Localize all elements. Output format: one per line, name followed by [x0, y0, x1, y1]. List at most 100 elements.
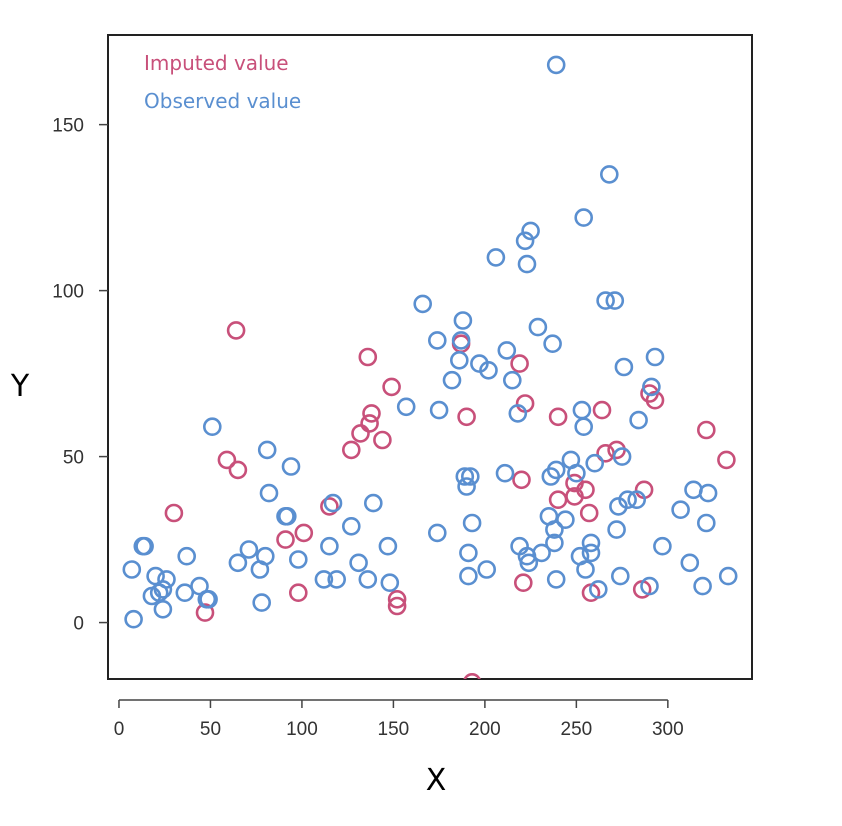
imputed-point: [276, 530, 295, 549]
observed-point: [508, 404, 528, 423]
y-axis-title: Y: [10, 369, 30, 404]
observed-point: [574, 208, 594, 227]
observed-point: [614, 357, 634, 377]
imputed-point: [294, 523, 314, 543]
observed-point: [528, 317, 548, 337]
imputed-point: [510, 354, 529, 373]
observed-point: [698, 483, 718, 503]
x-tick-label: 0: [114, 719, 125, 740]
observed-point: [288, 550, 308, 569]
observed-point: [519, 553, 539, 573]
points-layer: [122, 55, 738, 679]
x-tick-label: 250: [561, 719, 593, 740]
observed-point: [486, 248, 506, 267]
observed-point: [612, 447, 632, 466]
observed-point: [556, 510, 575, 530]
imputed-point: [463, 673, 481, 679]
observed-point: [545, 520, 564, 539]
x-axis-title: X: [426, 763, 447, 798]
imputed-point: [717, 450, 736, 470]
observed-point: [153, 599, 173, 619]
observed-point: [122, 560, 142, 579]
observed-point: [640, 576, 659, 596]
observed-point: [349, 553, 368, 573]
imputed-point: [579, 503, 599, 523]
observed-point: [581, 533, 601, 553]
x-tick-label: 50: [200, 719, 221, 740]
x-tick-label: 150: [378, 719, 410, 740]
observed-point: [653, 536, 672, 556]
imputed-point: [362, 404, 381, 423]
y-tick-label: 150: [52, 116, 84, 137]
observed-point: [427, 331, 447, 350]
observed-point: [153, 580, 173, 599]
observed-point: [358, 570, 378, 589]
observed-point: [546, 55, 566, 75]
observed-point: [460, 467, 480, 486]
observed-point: [177, 546, 196, 566]
observed-point: [585, 453, 605, 473]
imputed-point: [645, 390, 665, 410]
observed-point: [546, 570, 566, 589]
observed-point: [596, 291, 615, 310]
imputed-point: [457, 407, 476, 427]
observed-point: [581, 543, 601, 563]
observed-point: [228, 553, 248, 573]
observed-point: [314, 570, 334, 589]
imputed-point: [195, 603, 215, 622]
observed-point: [175, 583, 195, 603]
observed-point: [545, 533, 564, 553]
observed-point: [135, 536, 154, 556]
observed-point: [327, 570, 347, 589]
legend-entry-observed: Observed value: [144, 89, 301, 113]
observed-point: [320, 536, 339, 556]
ticks-layer: 0 50 100 150 200 250 300 0 50 100 150: [52, 116, 683, 740]
observed-point: [459, 566, 478, 586]
imputed-point: [382, 377, 401, 397]
observed-point: [380, 573, 400, 593]
imputed-point: [592, 400, 612, 420]
observed-point: [341, 516, 361, 536]
observed-point: [693, 576, 712, 596]
observed-point: [497, 341, 517, 360]
imputed-point: [351, 424, 370, 443]
imputed-point: [373, 430, 392, 450]
y-tick-label: 100: [52, 282, 84, 303]
imputed-point: [513, 573, 533, 593]
observed-point: [259, 483, 279, 503]
observed-point: [199, 589, 218, 609]
observed-point: [588, 580, 608, 599]
imputed-point: [548, 407, 568, 427]
observed-point: [257, 440, 277, 460]
observed-point: [607, 520, 626, 539]
observed-point: [203, 417, 222, 437]
observed-point: [396, 397, 416, 417]
observed-point: [442, 370, 462, 390]
observed-point: [718, 566, 738, 586]
imputed-point: [226, 321, 246, 340]
imputed-point: [320, 497, 339, 516]
observed-point: [449, 350, 469, 370]
observed-point: [124, 609, 143, 629]
observed-point: [413, 294, 433, 314]
x-tick-label: 200: [469, 719, 501, 740]
observed-point: [323, 493, 343, 513]
observed-point: [255, 546, 275, 566]
x-tick-label: 300: [652, 719, 684, 740]
observed-point: [459, 543, 478, 563]
imputed-point: [360, 414, 379, 433]
observed-point: [567, 463, 586, 483]
observed-point: [157, 570, 176, 589]
observed-point: [574, 417, 594, 437]
imputed-point: [512, 470, 531, 490]
observed-point: [605, 291, 625, 310]
observed-point: [451, 331, 471, 350]
observed-point: [642, 377, 661, 397]
imputed-point: [228, 460, 248, 480]
observed-point: [543, 334, 562, 354]
imputed-point: [696, 420, 716, 440]
imputed-point: [164, 503, 184, 523]
observed-point: [252, 593, 272, 612]
imputed-point: [288, 583, 308, 603]
